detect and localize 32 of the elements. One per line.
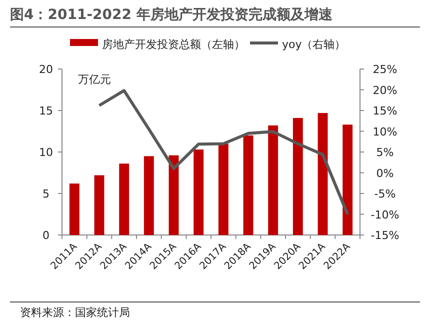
chart-title: 图4：2011-2022 年房地产开发投资完成额及增速 <box>10 6 334 23</box>
bar <box>119 164 130 235</box>
bar <box>144 156 154 235</box>
line-series <box>98 89 350 216</box>
bar <box>342 124 353 235</box>
y2-tick-label: 20% <box>372 84 398 97</box>
legend-label: yoy（右轴） <box>282 38 346 51</box>
bar <box>218 144 228 235</box>
bar <box>94 175 104 235</box>
y2-tick-label: 0% <box>376 166 394 180</box>
bar <box>194 150 204 235</box>
bar <box>318 112 328 235</box>
text: 资料来源：国家统计局 <box>20 306 130 319</box>
bar <box>243 135 254 235</box>
y2-tick-label: 10% <box>372 125 398 138</box>
y2-tick-label: -15% <box>370 229 400 242</box>
y2-tick-label: 15% <box>372 104 398 118</box>
bar <box>292 118 303 235</box>
y-tick-label: 15 <box>39 104 53 118</box>
y2-tick-label: -10% <box>370 208 400 222</box>
bar <box>268 125 278 235</box>
y2-tick-label: 25% <box>372 63 398 76</box>
y-tick-label: 0 <box>42 229 50 242</box>
y-tick-label: 10 <box>39 146 53 159</box>
y-axis-title: 万亿元 <box>78 73 111 86</box>
bar <box>168 155 179 235</box>
legend-label: 房地产开发投资总额（左轴） <box>102 38 245 51</box>
bar <box>69 184 80 235</box>
y2-tick-label: 5% <box>376 146 394 159</box>
y-tick-label: 5 <box>42 188 50 200</box>
y-tick-label: 20 <box>39 63 53 76</box>
y2-tick-label: -5% <box>374 188 396 200</box>
